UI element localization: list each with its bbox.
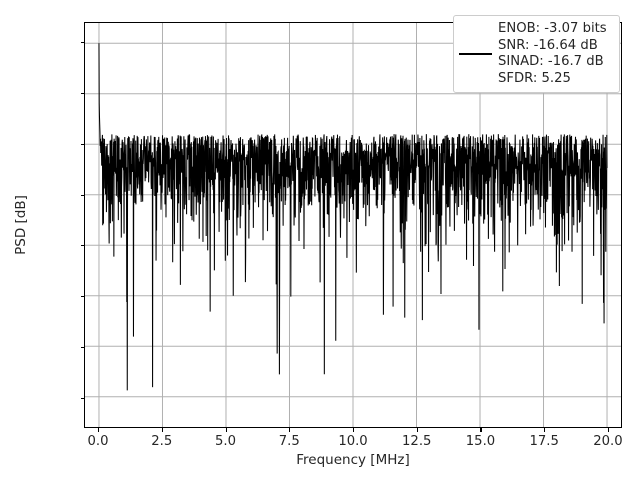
y-tick-mark — [80, 93, 84, 95]
x-axis-label: Frequency [MHz] — [296, 452, 410, 468]
x-tick-label: 20.0 — [593, 434, 623, 449]
legend-box: ENOB: -3.07 bits SNR: -16.64 dB SINAD: -… — [453, 15, 620, 94]
x-tick-label: 10.0 — [338, 434, 368, 449]
x-tick-mark — [161, 428, 163, 432]
legend-entry-enob: ENOB: -3.07 bits — [498, 21, 607, 36]
y-tick-mark — [80, 397, 84, 399]
x-tick-label: 5.0 — [215, 434, 236, 449]
x-tick-mark — [98, 428, 100, 432]
legend-line-sample — [459, 52, 492, 56]
x-tick-label: 17.5 — [529, 434, 559, 449]
y-tick-mark — [80, 296, 84, 298]
x-tick-label: 15.0 — [465, 434, 496, 449]
y-tick-mark — [80, 346, 84, 348]
y-tick-mark — [80, 245, 84, 247]
y-tick-mark — [80, 143, 84, 145]
y-tick-mark — [80, 42, 84, 44]
legend-entry-sinad: SINAD: -16.7 dB — [498, 54, 604, 70]
x-tick-mark — [225, 428, 227, 432]
legend-entry-sfdr: SFDR: 5.25 — [498, 70, 571, 86]
x-tick-label: 0.0 — [87, 434, 109, 449]
x-tick-label: 12.5 — [402, 434, 432, 449]
legend-entry-snr: SNR: -16.64 dB — [498, 37, 598, 53]
x-tick-mark — [607, 428, 610, 432]
legend-entries: ENOB: -3.07 bits SNR: -16.64 dB SINAD: -… — [498, 21, 613, 87]
x-tick-mark — [353, 428, 355, 432]
x-tick-mark — [289, 428, 291, 432]
y-axis-label: PSD [dB] — [13, 195, 29, 255]
x-tick-label: 2.5 — [151, 434, 173, 449]
x-tick-mark — [416, 428, 418, 432]
x-tick-label: 7.5 — [278, 434, 300, 449]
y-tick-mark — [80, 194, 84, 196]
psd-trace — [98, 43, 608, 391]
x-tick-mark — [544, 428, 546, 432]
x-tick-mark — [480, 428, 482, 432]
